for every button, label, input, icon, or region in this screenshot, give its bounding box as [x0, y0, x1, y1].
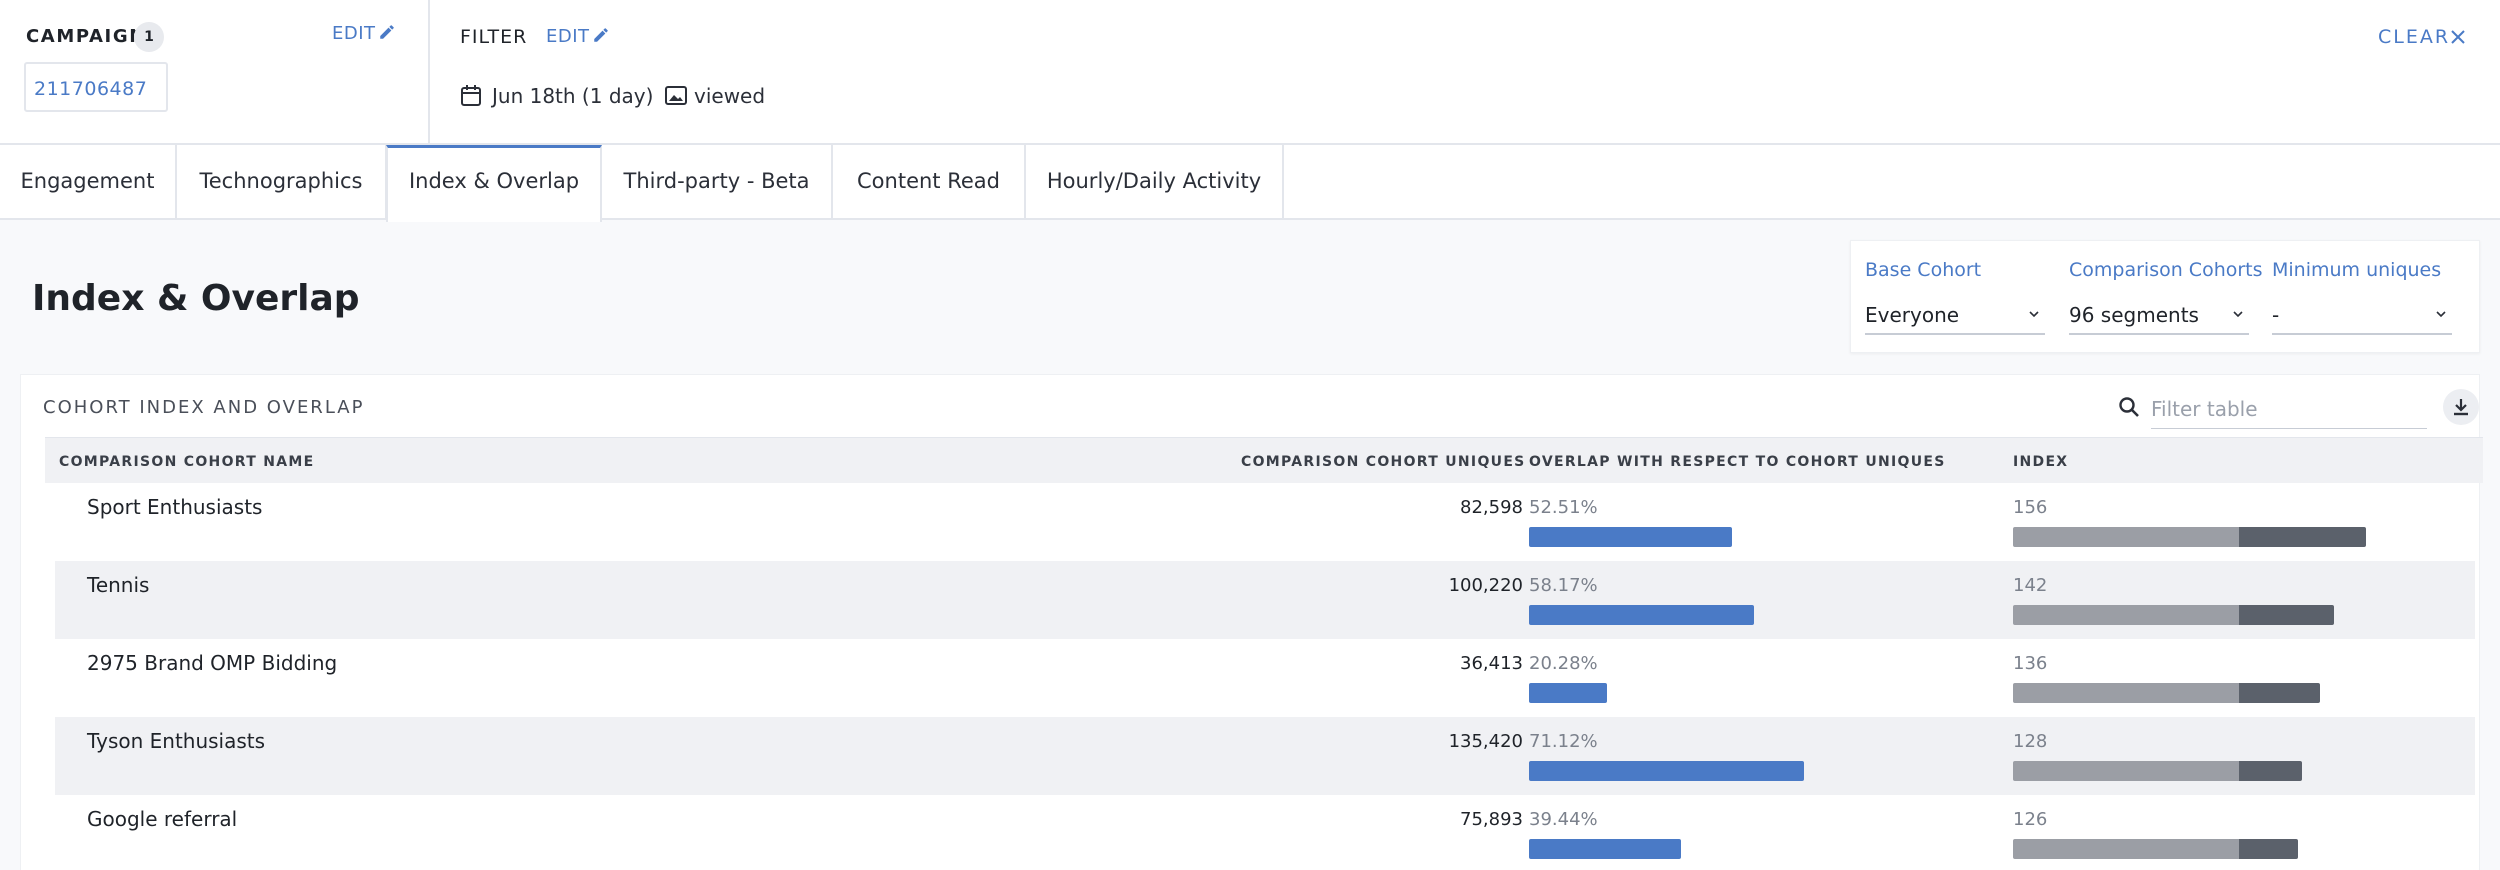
- index-value: 126: [2013, 809, 2048, 830]
- index-bar-excess: [2239, 839, 2298, 859]
- cohort-name: Tennis: [87, 573, 150, 597]
- table-row[interactable]: 2975 Brand OMP Bidding 36,413 20.28% 136: [55, 639, 2475, 717]
- base-cohort-select[interactable]: Everyone: [1865, 299, 2045, 335]
- campaign-edit-label: EDIT: [332, 23, 376, 44]
- tab-index-overlap[interactable]: Index & Overlap: [386, 145, 602, 222]
- tab-content-read[interactable]: Content Read: [833, 145, 1026, 218]
- chevron-down-icon: [2436, 311, 2446, 318]
- overlap-bar: [1529, 605, 1754, 625]
- tab-third-party[interactable]: Third-party - Beta: [602, 145, 833, 218]
- page-title: Index & Overlap: [32, 278, 360, 319]
- campaign-label: CAMPAIGN: [26, 26, 146, 47]
- col-header-name[interactable]: COMPARISON COHORT NAME: [59, 454, 315, 470]
- clear-label: CLEAR: [2378, 26, 2451, 48]
- download-button[interactable]: [2443, 389, 2479, 425]
- campaign-edit-button[interactable]: EDIT: [332, 23, 394, 44]
- filter-edit-button[interactable]: EDIT: [546, 26, 608, 47]
- minimum-uniques-label: Minimum uniques: [2272, 259, 2442, 281]
- col-header-overlap[interactable]: OVERLAP WITH RESPECT TO COHORT UNIQUES: [1529, 454, 1946, 470]
- comparison-cohorts-value: 96 segments: [2069, 303, 2199, 327]
- filter-header: CAMPAIGN 1 EDIT 211706487 FILTER EDIT Ju…: [0, 0, 2500, 145]
- minimum-uniques-select[interactable]: -: [2272, 299, 2452, 335]
- pencil-icon: [594, 28, 608, 42]
- index-bar-excess: [2239, 605, 2334, 625]
- clear-button[interactable]: CLEAR: [2378, 26, 2465, 48]
- calendar-icon: [461, 85, 481, 106]
- index-value: 128: [2013, 731, 2048, 752]
- cohort-name: 2975 Brand OMP Bidding: [87, 651, 338, 675]
- index-bar-excess: [2239, 683, 2320, 703]
- base-cohort-label: Base Cohort: [1865, 259, 1982, 281]
- tab-hourly-daily-activity[interactable]: Hourly/Daily Activity: [1026, 145, 1284, 218]
- table-row[interactable]: Tennis 100,220 58.17% 142: [55, 561, 2475, 639]
- table-row[interactable]: Sport Enthusiasts 82,598 52.51% 156: [55, 483, 2475, 561]
- cohort-uniques: 82,598: [1460, 497, 1523, 518]
- cohort-uniques: 135,420: [1448, 731, 1523, 752]
- pencil-icon: [380, 25, 394, 39]
- table-header: COMPARISON COHORT NAME COMPARISON COHORT…: [45, 437, 2483, 483]
- cohort-controls: Base Cohort Everyone Comparison Cohorts …: [1850, 240, 2480, 353]
- campaign-count-badge: 1: [134, 22, 164, 52]
- filter-edit-label: EDIT: [546, 26, 590, 47]
- col-header-index[interactable]: INDEX: [2013, 454, 2069, 470]
- campaign-section: CAMPAIGN 1 EDIT 211706487: [0, 0, 430, 145]
- overlap-percent: 39.44%: [1529, 809, 1598, 830]
- minimum-uniques-value: -: [2272, 303, 2280, 327]
- table-row[interactable]: Tyson Enthusiasts 135,420 71.12% 128: [55, 717, 2475, 795]
- index-bar-baseline: [2013, 761, 2239, 781]
- overlap-bar: [1529, 839, 1681, 859]
- filter-date-text: Jun 18th (1 day): [492, 84, 654, 108]
- minimum-uniques-control: Minimum uniques -: [2272, 259, 2452, 335]
- filter-viewed-text: viewed: [694, 84, 766, 108]
- overlap-percent: 20.28%: [1529, 653, 1598, 674]
- filter-label: FILTER: [460, 26, 528, 48]
- index-bar-baseline: [2013, 683, 2239, 703]
- base-cohort-control: Base Cohort Everyone: [1865, 259, 2045, 335]
- comparison-cohorts-select[interactable]: 96 segments: [2069, 299, 2249, 335]
- col-header-uniques[interactable]: COMPARISON COHORT UNIQUES: [1241, 454, 1526, 470]
- cohort-uniques: 75,893: [1460, 809, 1523, 830]
- image-icon: [665, 86, 687, 105]
- overlap-bar: [1529, 683, 1607, 703]
- overlap-bar: [1529, 527, 1732, 547]
- base-cohort-value: Everyone: [1865, 303, 1960, 327]
- download-icon: [2454, 399, 2468, 416]
- overlap-percent: 71.12%: [1529, 731, 1598, 752]
- search-icon: [2119, 397, 2139, 417]
- cohort-uniques: 100,220: [1448, 575, 1523, 596]
- filter-table-input[interactable]: [2151, 389, 2427, 429]
- campaign-id-chip[interactable]: 211706487: [24, 62, 168, 112]
- close-icon: [2451, 30, 2465, 44]
- comparison-cohorts-label: Comparison Cohorts: [2069, 259, 2263, 281]
- overlap-bar: [1529, 761, 1804, 781]
- tab-technographics[interactable]: Technographics: [177, 145, 387, 218]
- comparison-cohorts-control: Comparison Cohorts 96 segments: [2069, 259, 2263, 335]
- cohort-name: Google referral: [87, 807, 238, 831]
- chevron-down-icon: [2029, 311, 2039, 318]
- cohort-name: Sport Enthusiasts: [87, 495, 263, 519]
- index-value: 136: [2013, 653, 2048, 674]
- index-bar-baseline: [2013, 605, 2239, 625]
- index-value: 142: [2013, 575, 2048, 596]
- index-bar-excess: [2239, 761, 2302, 781]
- table-title: COHORT INDEX AND OVERLAP: [43, 397, 365, 418]
- tab-engagement[interactable]: Engagement: [0, 145, 177, 218]
- table-row[interactable]: Google referral 75,893 39.44% 126: [55, 795, 2475, 870]
- overlap-percent: 52.51%: [1529, 497, 1598, 518]
- cohort-name: Tyson Enthusiasts: [87, 729, 266, 753]
- index-bar-baseline: [2013, 839, 2239, 859]
- index-bar-excess: [2239, 527, 2366, 547]
- tab-bar: Engagement Technographics Index & Overla…: [0, 145, 2500, 222]
- chevron-down-icon: [2233, 311, 2243, 318]
- index-value: 156: [2013, 497, 2048, 518]
- cohort-table-card: COHORT INDEX AND OVERLAP COMPARISON COHO…: [20, 374, 2483, 870]
- cohort-uniques: 36,413: [1460, 653, 1523, 674]
- overlap-percent: 58.17%: [1529, 575, 1598, 596]
- index-bar-baseline: [2013, 527, 2239, 547]
